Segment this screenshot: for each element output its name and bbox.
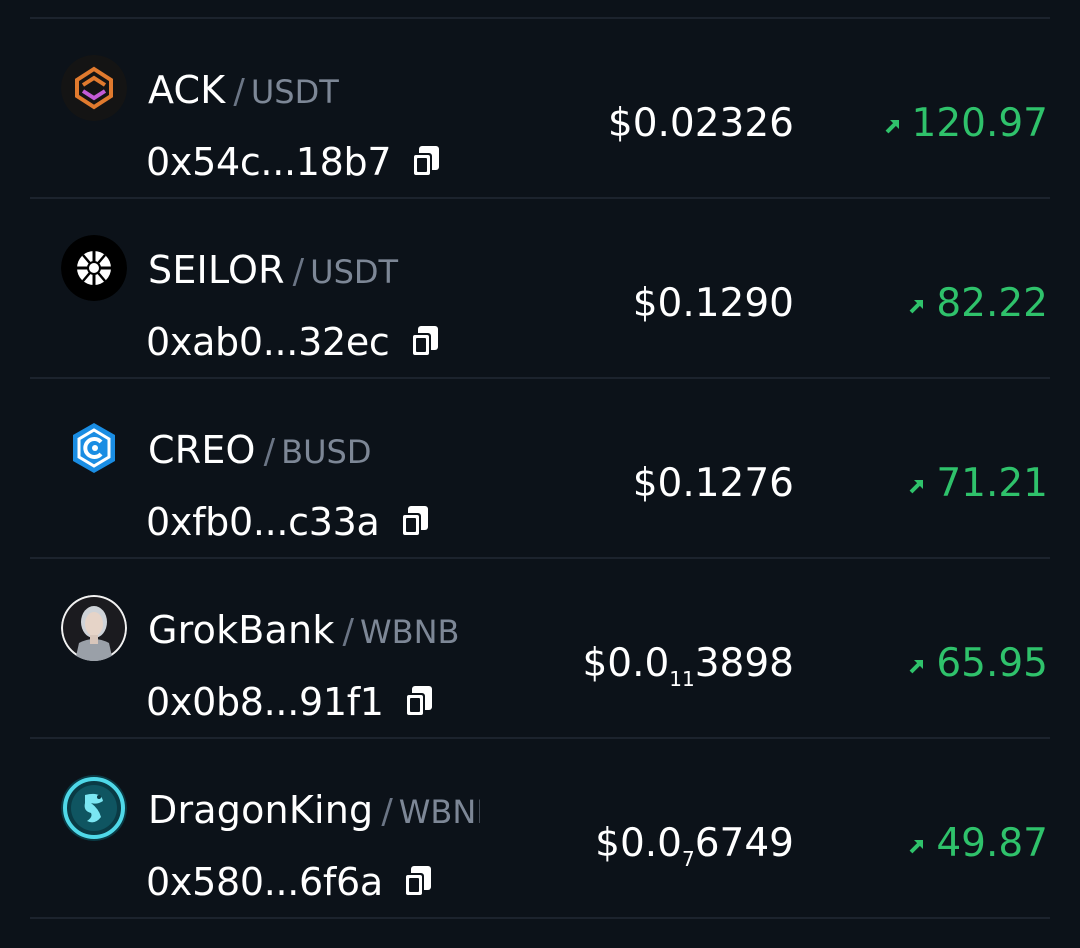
- pair-separator: /: [381, 792, 393, 832]
- price-change: 120.97: [884, 101, 1048, 146]
- token-row-dragonking[interactable]: DragonKing/WBNB 0x580...6f6a $0.076749 4…: [0, 739, 1080, 917]
- divider: [30, 377, 1050, 379]
- token-row-grokbank[interactable]: GrokBank / WBNB 0x0b8...91f1 $0.0113898 65…: [0, 559, 1080, 737]
- contract-address-row: 0xfb0...c33a: [146, 497, 432, 547]
- price-change-value: 65.95: [936, 641, 1048, 686]
- trading-pair: CREO / BUSD: [148, 425, 480, 475]
- token-price: $0.02326: [607, 101, 794, 146]
- token-symbol: SEILOR: [148, 248, 285, 292]
- copy-icon[interactable]: [408, 324, 442, 360]
- price-change: 71.21: [908, 461, 1048, 506]
- copy-icon[interactable]: [409, 144, 443, 180]
- pair-separator: /: [263, 432, 276, 472]
- trading-pair: DragonKing/WBNB: [148, 785, 480, 835]
- token-row-creo[interactable]: CREO / BUSD 0xfb0...c33a $0.1276 71.21: [0, 379, 1080, 557]
- divider: [30, 737, 1050, 739]
- pair-separator: /: [233, 72, 245, 112]
- price-rest: 3898: [694, 641, 794, 686]
- price-main: $0.0: [582, 641, 670, 686]
- contract-address-row: 0xab0...32ec: [146, 317, 442, 367]
- pair-separator: /: [292, 252, 305, 292]
- contract-address: 0x0b8...91f1: [146, 680, 384, 724]
- contract-address-row: 0x580...6f6a: [146, 857, 435, 907]
- contract-address-row: 0x54c...18b7: [146, 137, 443, 187]
- seilor-logo-icon: [61, 235, 127, 301]
- token-symbol: ACK: [148, 68, 226, 112]
- price-change: 49.87: [908, 821, 1048, 866]
- price-main: $0.0: [595, 821, 682, 866]
- token-price: $0.0113898: [582, 641, 794, 689]
- contract-address: 0x580...6f6a: [146, 860, 383, 904]
- token-row-ack[interactable]: ACK / USDT 0x54c...18b7 $0.02326 120.97: [0, 19, 1080, 197]
- ack-logo-icon: [61, 55, 127, 121]
- price-change: 82.22: [908, 281, 1048, 326]
- quote-token: WBNB: [398, 793, 480, 831]
- trading-pair: ACK / USDT: [148, 65, 480, 115]
- arrow-up-right-icon: [909, 659, 924, 673]
- quote-token: WBNB: [360, 613, 460, 651]
- token-symbol: GrokBank: [148, 608, 335, 652]
- copy-icon[interactable]: [401, 864, 435, 900]
- quote-token: USDT: [250, 73, 339, 111]
- price-change: 65.95: [908, 641, 1048, 686]
- token-row-seilor[interactable]: SEILOR / USDT 0xab0...32ec $0.1290 82.22: [0, 199, 1080, 377]
- arrow-up-right-icon: [909, 299, 924, 313]
- divider: [30, 17, 1050, 19]
- arrow-up-right-icon: [909, 479, 924, 493]
- pair-separator: /: [342, 612, 355, 652]
- arrow-up-right-icon: [885, 119, 899, 133]
- copy-icon[interactable]: [398, 504, 432, 540]
- price-zero-count: 11: [669, 667, 695, 691]
- token-symbol: DragonKing: [148, 788, 374, 832]
- contract-address-row: 0x0b8...91f1: [146, 677, 436, 727]
- contract-address: 0xab0...32ec: [146, 320, 390, 364]
- contract-address: 0xfb0...c33a: [146, 500, 380, 544]
- quote-token: USDT: [310, 253, 399, 291]
- token-price: $0.1276: [632, 461, 794, 506]
- trading-pair: GrokBank / WBNB: [148, 605, 480, 655]
- trading-pair: SEILOR / USDT: [148, 245, 480, 295]
- token-price: $0.076749: [595, 821, 794, 869]
- divider: [30, 917, 1050, 919]
- grokbank-logo-icon: [61, 595, 127, 661]
- creo-logo-icon: [61, 415, 127, 481]
- price-change-value: 120.97: [911, 101, 1048, 146]
- token-symbol: CREO: [148, 428, 256, 472]
- divider: [30, 557, 1050, 559]
- price-zero-count: 7: [682, 847, 695, 871]
- token-price: $0.1290: [632, 281, 794, 326]
- quote-token: BUSD: [281, 433, 372, 471]
- price-change-value: 49.87: [936, 821, 1048, 866]
- contract-address: 0x54c...18b7: [146, 140, 392, 184]
- copy-icon[interactable]: [402, 684, 436, 720]
- price-change-value: 82.22: [936, 281, 1048, 326]
- dragonking-logo-icon: [61, 775, 127, 841]
- arrow-up-right-icon: [909, 839, 924, 853]
- price-rest: 6749: [694, 821, 794, 866]
- price-change-value: 71.21: [936, 461, 1048, 506]
- divider: [30, 197, 1050, 199]
